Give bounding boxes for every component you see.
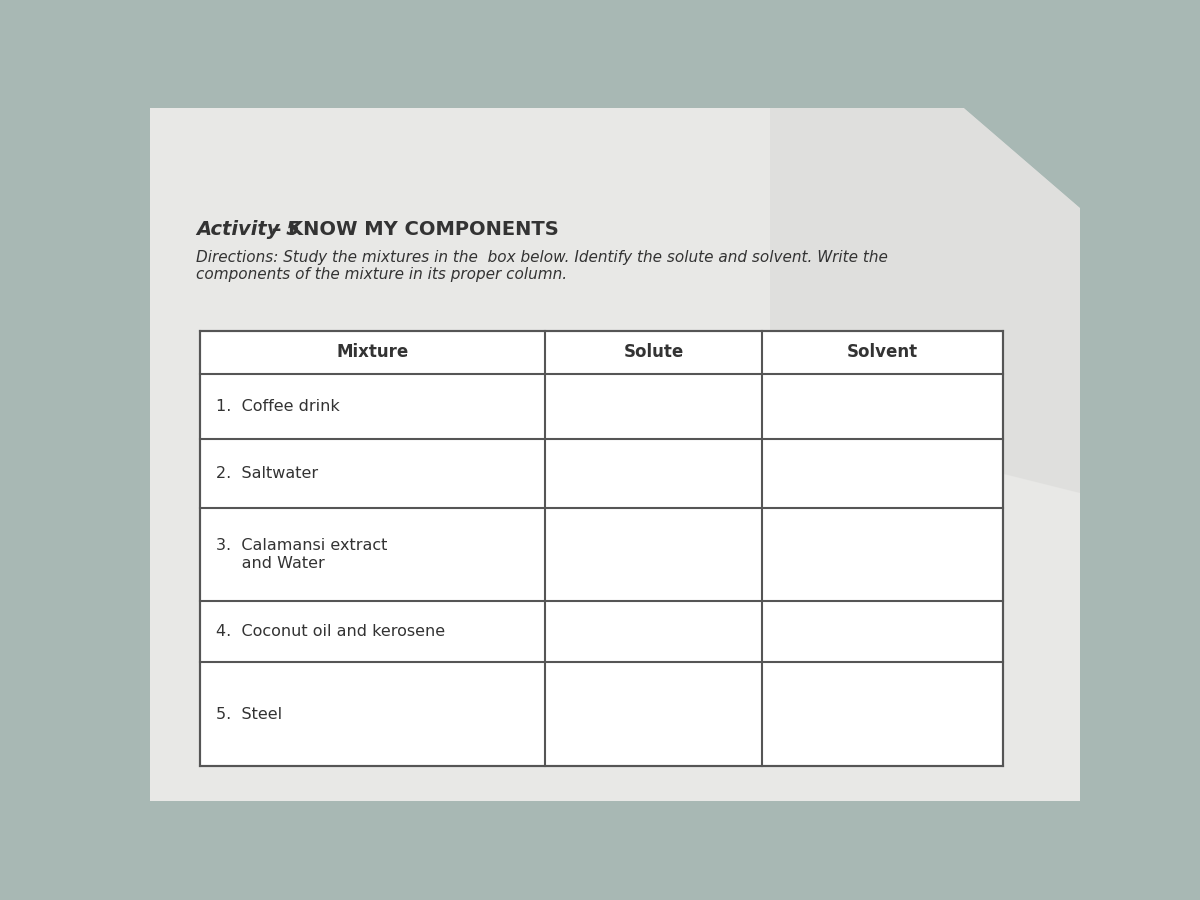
Polygon shape: [770, 108, 1080, 493]
Text: Solvent: Solvent: [847, 344, 918, 362]
Text: – KNOW MY COMPONENTS: – KNOW MY COMPONENTS: [265, 220, 558, 238]
Text: 4.  Coconut oil and kerosene: 4. Coconut oil and kerosene: [216, 624, 445, 639]
FancyBboxPatch shape: [200, 331, 1002, 767]
Text: Solute: Solute: [624, 344, 684, 362]
Text: Activity 5: Activity 5: [197, 220, 300, 238]
Text: 2.  Saltwater: 2. Saltwater: [216, 466, 318, 482]
Text: 1.  Coffee drink: 1. Coffee drink: [216, 399, 340, 414]
Polygon shape: [150, 108, 1080, 801]
Text: 5.  Steel: 5. Steel: [216, 706, 282, 722]
Text: and Water: and Water: [216, 556, 325, 572]
Text: Directions: Study the mixtures in the  box below. Identify the solute and solven: Directions: Study the mixtures in the bo…: [197, 250, 888, 266]
Text: 3.  Calamansi extract: 3. Calamansi extract: [216, 538, 388, 553]
Text: components of the mixture in its proper column.: components of the mixture in its proper …: [197, 267, 568, 283]
Text: Mixture: Mixture: [337, 344, 409, 362]
